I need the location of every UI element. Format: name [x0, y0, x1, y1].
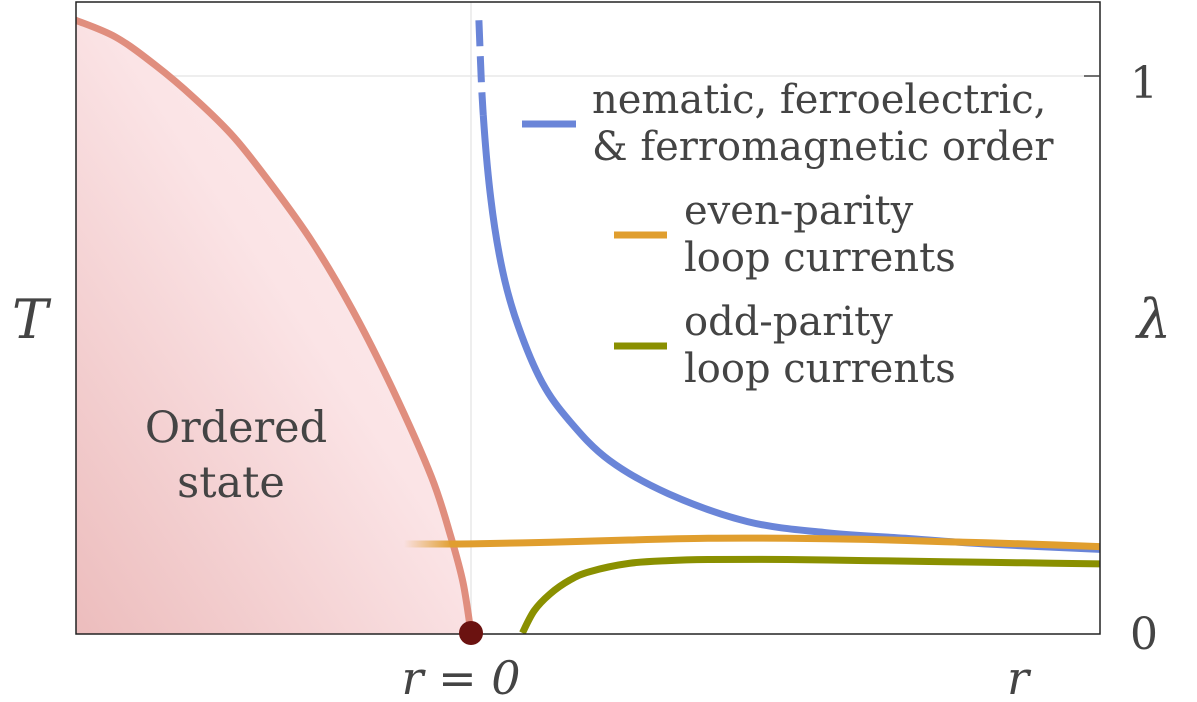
- grid: [76, 2, 1100, 633]
- region-label-line1: Ordered: [145, 403, 327, 453]
- even-parity-line: [403, 534, 1100, 551]
- x-tick-label-r0: r = 0: [401, 651, 520, 702]
- y-axis-label-left: T: [12, 288, 52, 351]
- legend-label-even-2: loop currents: [684, 235, 956, 281]
- odd-parity-line: [519, 555, 1100, 634]
- legend-label-nematic-2: & ferromagnetic order: [592, 124, 1054, 170]
- y-axis-label-right: λ: [1135, 288, 1171, 351]
- right-tick-label-1: 1: [1130, 58, 1158, 109]
- x-axis-label: r: [1007, 651, 1032, 702]
- region-label-line2: state: [177, 458, 285, 508]
- ordered-region-fill: [76, 20, 471, 634]
- right-tick-label-0: 0: [1130, 609, 1158, 660]
- legend: nematic, ferroelectric, & ferromagnetic …: [522, 77, 1054, 392]
- plot-frame: [75, 1, 1101, 635]
- legend-label-nematic-1: nematic, ferroelectric,: [592, 77, 1046, 123]
- plot-area: [76, 16, 1100, 634]
- phase-boundary-line: [76, 16, 475, 634]
- legend-label-odd-2: loop currents: [684, 346, 956, 392]
- legend-label-odd-1: odd-parity: [684, 299, 893, 345]
- critical-point-marker: [459, 621, 483, 645]
- legend-label-even-1: even-parity: [684, 188, 914, 234]
